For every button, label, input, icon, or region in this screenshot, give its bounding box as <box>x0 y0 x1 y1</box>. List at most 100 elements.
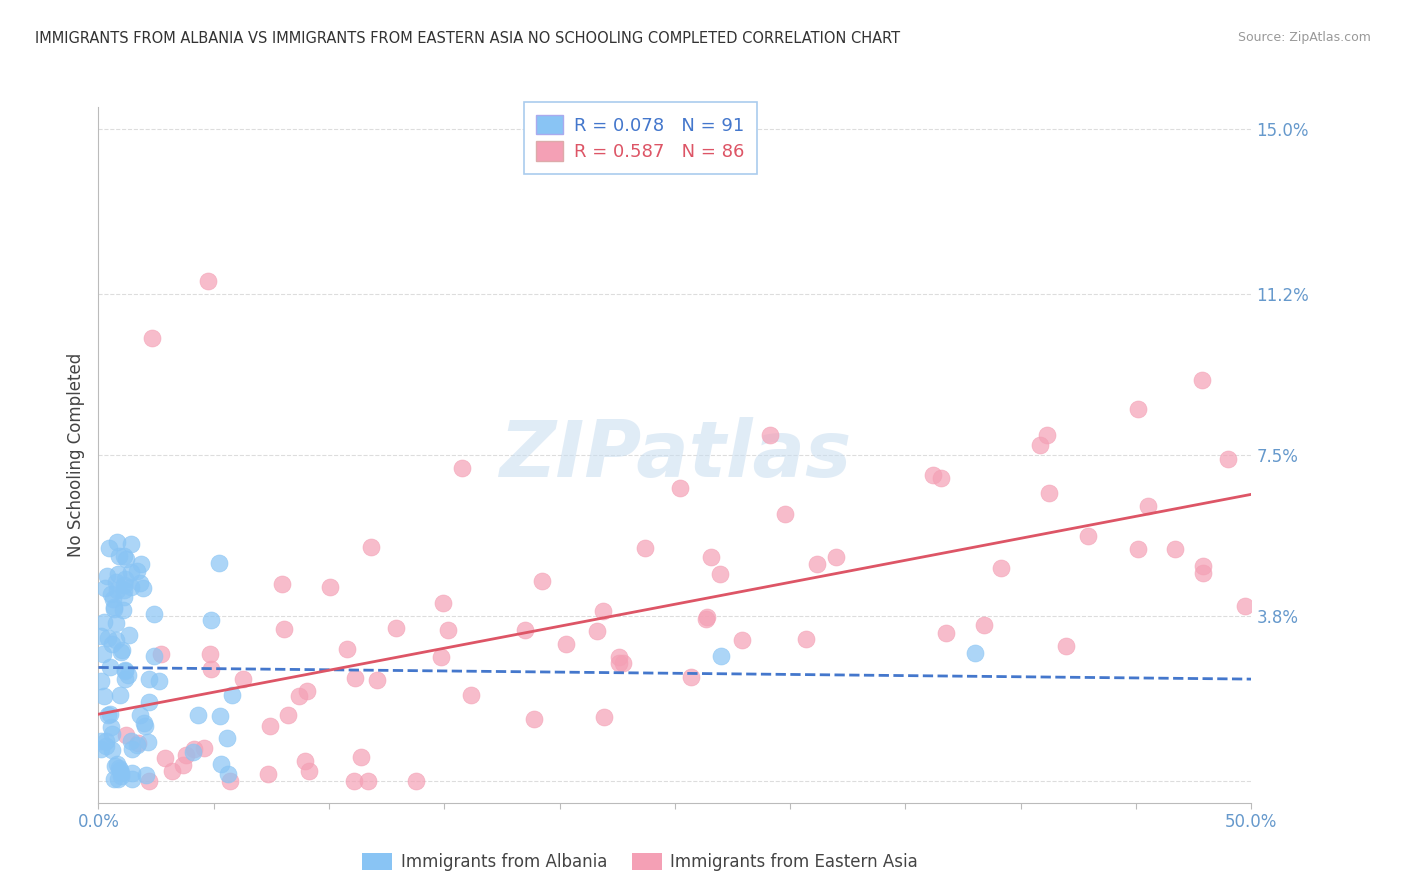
Point <box>105 575 128 590</box>
Point <box>105 534 128 549</box>
Point <box>218 774 240 789</box>
Point <box>209 709 232 723</box>
Point <box>963 646 986 660</box>
Point <box>98 706 121 721</box>
Point <box>127 565 149 579</box>
Point <box>93 615 115 629</box>
Point <box>90 742 112 756</box>
Point <box>100 636 122 650</box>
Point <box>107 566 129 581</box>
Point <box>94 581 117 595</box>
Text: ZIPatlas: ZIPatlas <box>499 417 851 493</box>
Point <box>1192 566 1215 581</box>
Point <box>115 728 138 742</box>
Point <box>298 764 321 778</box>
Point <box>103 599 125 614</box>
Point <box>209 756 232 771</box>
Point <box>136 734 159 748</box>
Point <box>100 743 122 757</box>
Point <box>1126 401 1149 416</box>
Point <box>105 757 128 772</box>
Point <box>695 612 717 626</box>
Point <box>134 716 156 731</box>
Point <box>91 647 114 661</box>
Point <box>825 550 848 565</box>
Point <box>990 561 1012 575</box>
Point <box>1233 599 1256 613</box>
Point <box>1218 452 1240 467</box>
Point <box>112 549 135 563</box>
Point <box>120 566 142 580</box>
Point <box>208 556 231 570</box>
Point <box>1136 499 1159 513</box>
Point <box>669 481 692 495</box>
Point <box>710 649 733 664</box>
Point <box>110 688 132 702</box>
Point <box>138 774 160 789</box>
Point <box>127 739 149 753</box>
Point <box>97 708 120 723</box>
Point <box>110 768 132 782</box>
Point <box>1038 486 1060 500</box>
Point <box>257 767 280 781</box>
Point <box>135 768 157 782</box>
Point <box>129 557 152 571</box>
Point <box>297 684 319 698</box>
Point <box>120 580 142 594</box>
Text: IMMIGRANTS FROM ALBANIA VS IMMIGRANTS FROM EASTERN ASIA NO SCHOOLING COMPLETED C: IMMIGRANTS FROM ALBANIA VS IMMIGRANTS FR… <box>35 31 900 46</box>
Point <box>634 541 657 555</box>
Point <box>197 274 219 288</box>
Point <box>350 750 373 764</box>
Point <box>120 733 142 747</box>
Point <box>200 662 222 676</box>
Point <box>107 761 129 775</box>
Point <box>97 541 120 555</box>
Point <box>105 583 128 598</box>
Point <box>141 330 163 344</box>
Point <box>931 471 953 485</box>
Point <box>432 596 454 610</box>
Point <box>112 590 135 604</box>
Point <box>129 707 152 722</box>
Point <box>93 689 115 703</box>
Point <box>118 628 141 642</box>
Point <box>114 552 136 566</box>
Point <box>973 617 995 632</box>
Point <box>681 670 703 684</box>
Point <box>360 540 382 554</box>
Point <box>111 642 134 657</box>
Point <box>142 607 165 622</box>
Point <box>357 774 380 789</box>
Point <box>318 580 340 594</box>
Point <box>150 647 173 661</box>
Point <box>277 707 299 722</box>
Point <box>114 665 136 679</box>
Point <box>460 688 482 702</box>
Point <box>90 629 112 643</box>
Point <box>429 649 451 664</box>
Point <box>366 673 388 688</box>
Point <box>273 622 295 636</box>
Point <box>1191 373 1213 387</box>
Point <box>592 604 614 618</box>
Point <box>110 765 132 780</box>
Point <box>699 549 721 564</box>
Point <box>103 602 125 616</box>
Point <box>696 609 718 624</box>
Point <box>922 468 945 483</box>
Point <box>160 764 183 778</box>
Point <box>259 718 281 732</box>
Point <box>343 671 366 685</box>
Point <box>120 536 142 550</box>
Point <box>1054 639 1077 653</box>
Point <box>731 632 754 647</box>
Point <box>1036 427 1059 442</box>
Point <box>132 581 155 595</box>
Point <box>97 631 120 645</box>
Point <box>200 613 222 627</box>
Point <box>758 428 780 442</box>
Point <box>806 558 828 572</box>
Point <box>138 695 160 709</box>
Point <box>121 742 143 756</box>
Point <box>105 632 128 647</box>
